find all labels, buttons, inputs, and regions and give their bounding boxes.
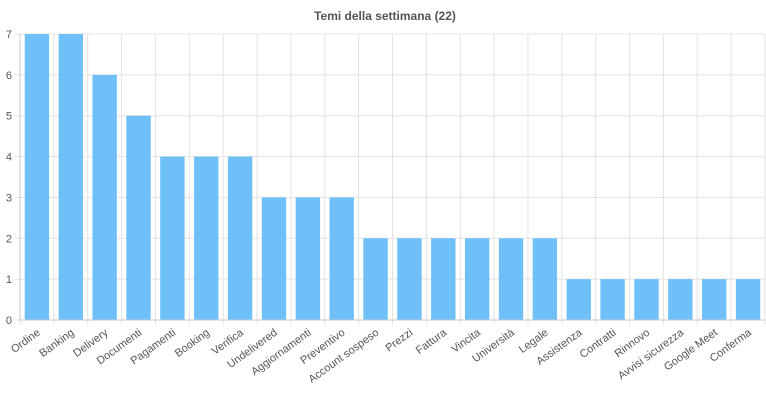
- bar: [702, 279, 727, 320]
- bar: [329, 197, 354, 320]
- x-tick-label: Contratti: [578, 327, 619, 361]
- chart-title: Temi della settimana (22): [314, 9, 456, 23]
- y-tick-label: 6: [6, 70, 12, 82]
- y-tick-label: 5: [6, 111, 12, 123]
- y-tick-label: 7: [6, 29, 12, 41]
- y-tick-label: 2: [6, 233, 12, 245]
- x-tick-label: Fattura: [414, 326, 450, 357]
- x-tick-label: Banking: [37, 327, 76, 360]
- bar: [194, 156, 219, 320]
- bar: [363, 238, 388, 320]
- bar: [668, 279, 693, 320]
- y-tick-label: 0: [6, 315, 12, 327]
- bar: [735, 279, 761, 320]
- bar: [634, 279, 659, 320]
- bars: [24, 34, 761, 320]
- bar: [160, 156, 185, 320]
- bar: [566, 279, 591, 320]
- bar: [58, 34, 83, 320]
- bar: [295, 197, 321, 320]
- bar: [24, 34, 50, 320]
- y-axis-ticks: 0 1 2 3 4 5 6 7: [6, 29, 12, 327]
- bar: [600, 279, 625, 320]
- bar: [498, 238, 524, 320]
- x-tick-label: Booking: [173, 327, 212, 360]
- bar: [227, 156, 253, 320]
- bar: [464, 238, 490, 320]
- bar: [261, 197, 287, 320]
- bar: [126, 115, 151, 320]
- y-tick-label: 4: [6, 152, 12, 164]
- bar: [92, 74, 117, 320]
- bar: [397, 238, 422, 320]
- bar: [431, 238, 456, 320]
- y-tick-label: 1: [6, 274, 12, 286]
- bar: [532, 238, 558, 320]
- x-axis-ticks: OrdineBankingDeliveryDocumentiPagamentiB…: [9, 326, 755, 385]
- y-tick-label: 3: [6, 192, 12, 204]
- x-tick-label: Prezzi: [383, 327, 415, 355]
- axes: [19, 34, 765, 321]
